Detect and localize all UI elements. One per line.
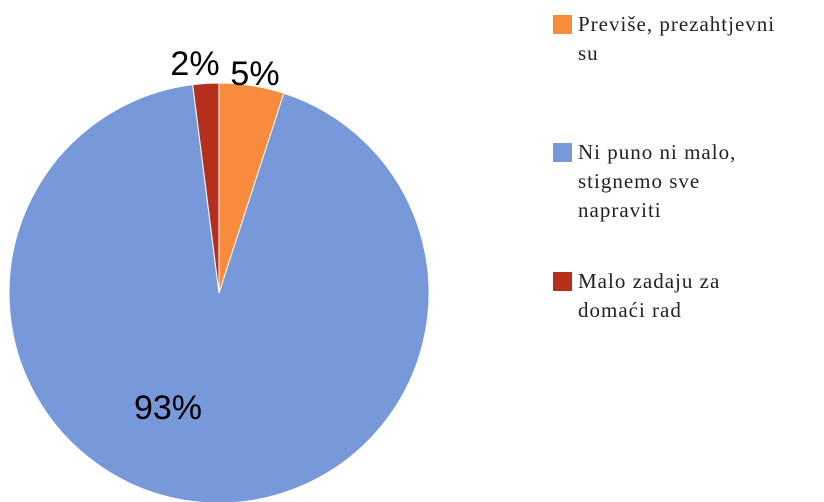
data-label: 5% — [230, 55, 279, 93]
chart: 5% 93% 2% — [8, 45, 430, 502]
legend-swatch — [553, 15, 572, 34]
data-label: 2% — [170, 45, 219, 83]
legend-label: Malo zadaju za domaći rad — [578, 269, 721, 322]
legend-swatch — [553, 272, 572, 291]
legend-item: Previše, prezahtjevni su — [553, 10, 788, 68]
legend-item: Ni puno ni malo, stignemo sve napraviti — [553, 138, 788, 225]
data-label: 93% — [134, 389, 202, 427]
pie-slice — [192, 82, 220, 294]
legend-label: Previše, prezahtjevni su — [578, 12, 776, 65]
legend-swatch — [553, 143, 572, 162]
legend-item: Malo zadaju za domaći rad — [553, 267, 788, 325]
pie-slice — [8, 84, 430, 502]
legend-label: Ni puno ni malo, stignemo sve napraviti — [578, 140, 737, 222]
